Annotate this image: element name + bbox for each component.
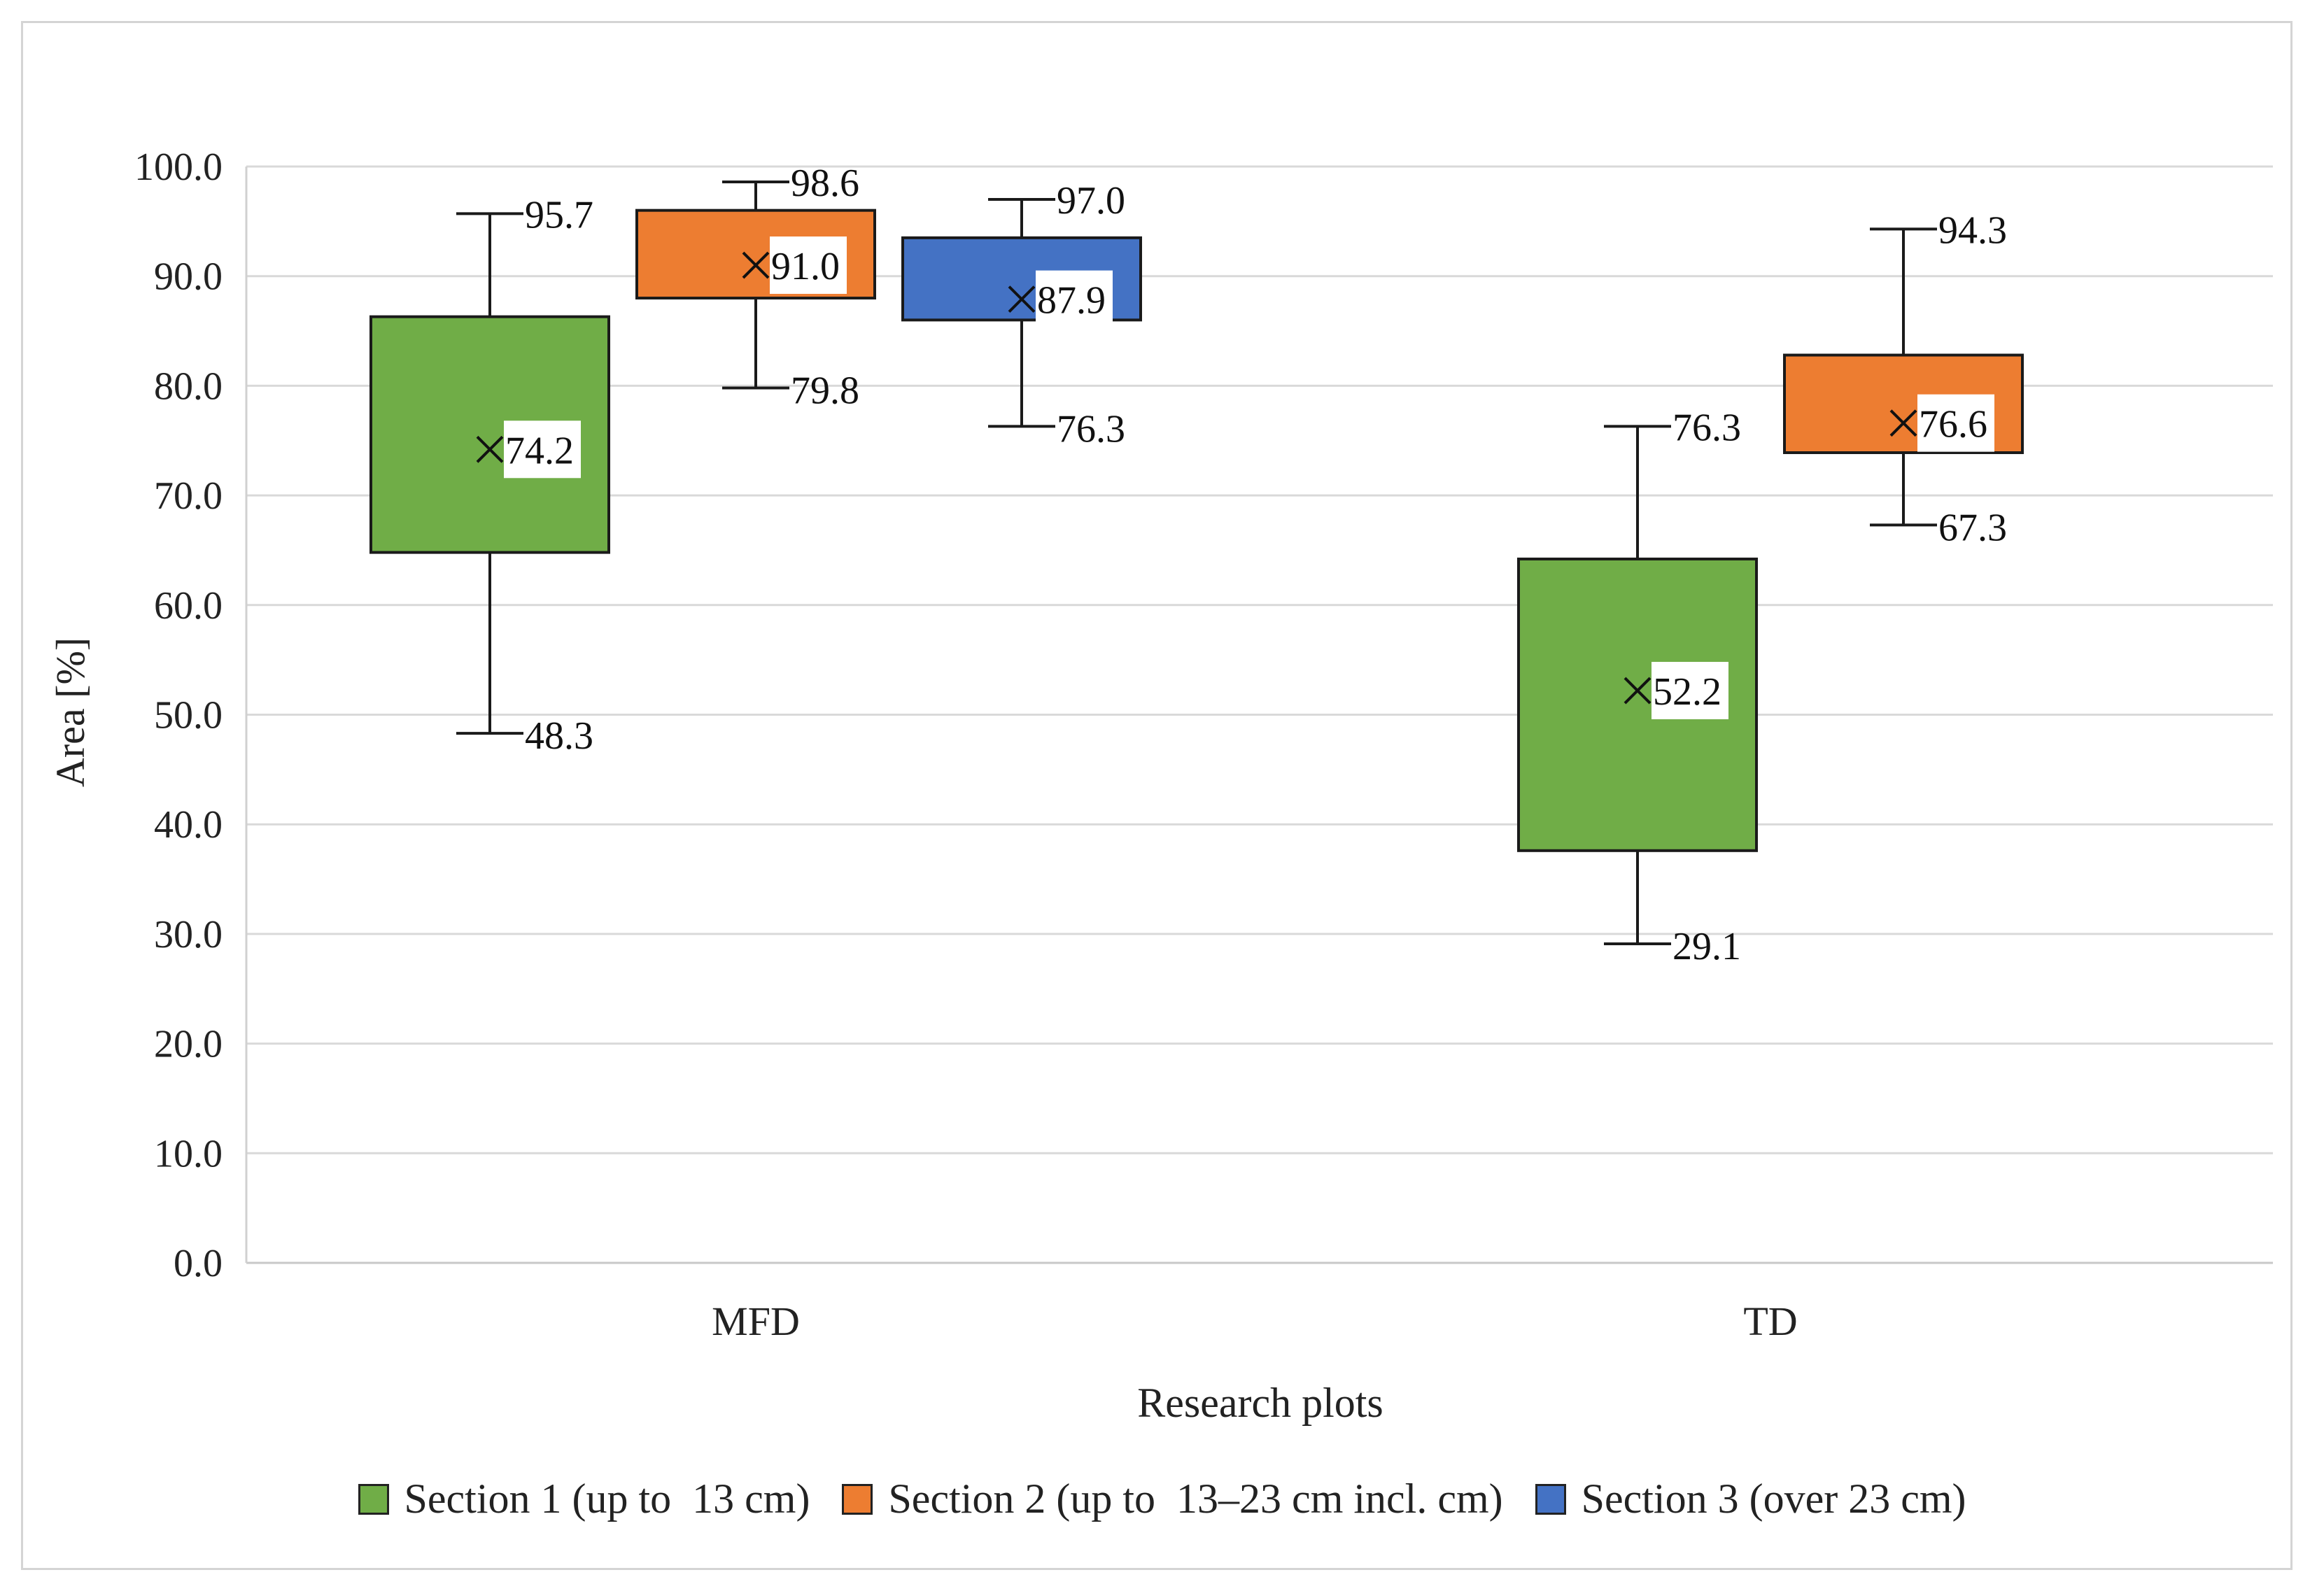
mean-label-bg bbox=[1652, 662, 1728, 720]
y-axis-title: Area [%] bbox=[48, 637, 93, 787]
mean-marker bbox=[1624, 677, 1652, 705]
y-tick-label: 0.0 bbox=[174, 1242, 223, 1285]
y-tick-label: 100.0 bbox=[134, 146, 223, 189]
min-label: 79.8 bbox=[791, 369, 859, 413]
legend: Section 1 (up to 13 cm) Section 2 (up to… bbox=[0, 1475, 2324, 1523]
mean-label: 52.2 bbox=[1653, 670, 1721, 714]
data-labels: 95.7 48.3 74.2 76.3 29.1 52.2 98.6 79.8 91.0 94.3… bbox=[504, 162, 2007, 968]
min-label: 76.3 bbox=[1057, 407, 1125, 451]
legend-swatch-section-3 bbox=[1535, 1483, 1566, 1515]
min-label: 48.3 bbox=[525, 714, 593, 758]
max-label: 76.3 bbox=[1672, 406, 1741, 449]
mean-label: 91.0 bbox=[771, 245, 840, 288]
y-tick-label: 60.0 bbox=[154, 584, 223, 628]
mean-marker bbox=[1889, 409, 1917, 437]
mean-label-bg bbox=[504, 420, 581, 479]
mean-label-bg bbox=[770, 236, 847, 295]
max-label: 98.6 bbox=[791, 162, 859, 205]
y-tick-label: 50.0 bbox=[154, 694, 223, 737]
legend-item-section-1: Section 1 (up to 13 cm) bbox=[358, 1475, 810, 1523]
mean-marker bbox=[742, 251, 770, 279]
mean-label-bg bbox=[1917, 394, 1994, 452]
legend-swatch-section-1 bbox=[358, 1483, 389, 1515]
axes: 0.0 10.0 20.0 30.0 40.0 50.0 60.0 70.0 80.0 90.0 1… bbox=[134, 146, 1798, 1344]
y-tick-label: 90.0 bbox=[154, 255, 223, 299]
x-tick-label: MFD bbox=[712, 1299, 800, 1344]
legend-item-section-2: Section 2 (up to 13–23 cm incl. cm) bbox=[842, 1475, 1503, 1523]
min-label: 29.1 bbox=[1672, 925, 1741, 968]
mean-label: 74.2 bbox=[505, 429, 574, 472]
mean-marker bbox=[1008, 285, 1036, 313]
y-tick-label: 10.0 bbox=[154, 1132, 223, 1175]
legend-label-section-1: Section 1 (up to 13 cm) bbox=[404, 1476, 810, 1522]
y-tick-label: 40.0 bbox=[154, 803, 223, 847]
max-label: 94.3 bbox=[1938, 208, 2007, 252]
legend-item-section-3: Section 3 (over 23 cm) bbox=[1535, 1475, 1966, 1523]
max-label: 95.7 bbox=[525, 193, 593, 236]
max-label: 97.0 bbox=[1057, 179, 1125, 222]
box-section-2-td bbox=[1783, 227, 2024, 527]
y-tick-label: 70.0 bbox=[154, 474, 223, 518]
mean-label: 76.6 bbox=[1919, 403, 1987, 446]
mean-marker bbox=[476, 435, 504, 463]
min-label: 67.3 bbox=[1938, 506, 2007, 549]
mean-label: 87.9 bbox=[1037, 279, 1106, 323]
x-tick-label: TD bbox=[1743, 1299, 1797, 1344]
y-tick-label: 30.0 bbox=[154, 913, 223, 956]
legend-swatch-section-2 bbox=[842, 1483, 873, 1515]
legend-label-section-3: Section 3 (over 23 cm) bbox=[1581, 1476, 1966, 1522]
chart-frame bbox=[21, 21, 2293, 1570]
legend-label-section-2: Section 2 (up to 13–23 cm incl. cm) bbox=[888, 1476, 1503, 1522]
y-tick-label: 80.0 bbox=[154, 365, 223, 408]
y-tick-label: 20.0 bbox=[154, 1023, 223, 1066]
mean-label-bg bbox=[1036, 270, 1113, 328]
box-series bbox=[369, 180, 2024, 946]
x-axis-title: Research plots bbox=[1137, 1380, 1383, 1426]
